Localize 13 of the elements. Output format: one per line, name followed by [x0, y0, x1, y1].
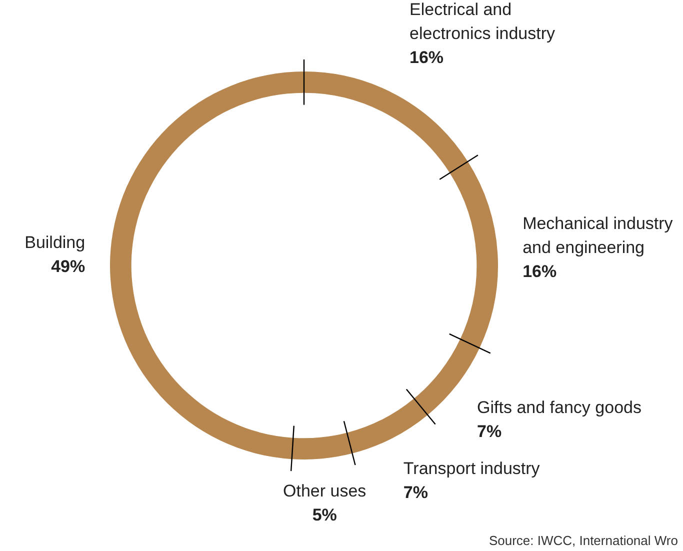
- data-label: 5%: [312, 506, 337, 525]
- data-label: 7%: [403, 482, 428, 502]
- data-label: 16%: [410, 48, 444, 67]
- slice-label: Transport industry: [403, 458, 540, 478]
- slice-label: Other uses: [283, 482, 366, 501]
- slice-label: Mechanical industry and engineering: [522, 214, 674, 257]
- data-label: 7%: [477, 422, 502, 441]
- slice-label: Gifts and fancy goods: [477, 398, 642, 417]
- slice-label: Building: [24, 232, 86, 252]
- data-label: 49%: [51, 256, 86, 276]
- source-note: Source: IWCC, International Wro: [488, 533, 678, 548]
- data-label: 16%: [522, 262, 557, 281]
- slice-label: Electrical and electronics industry: [410, 0, 556, 43]
